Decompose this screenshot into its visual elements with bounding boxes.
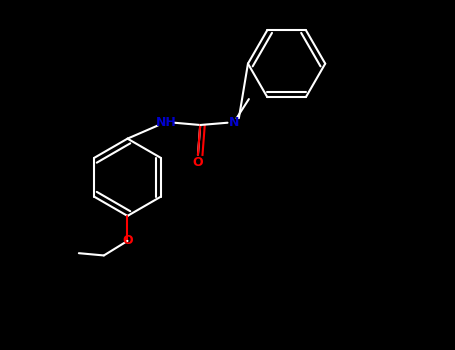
Text: NH: NH [156, 116, 177, 129]
Text: N: N [229, 116, 239, 129]
Text: O: O [192, 156, 203, 169]
Text: O: O [122, 234, 133, 247]
